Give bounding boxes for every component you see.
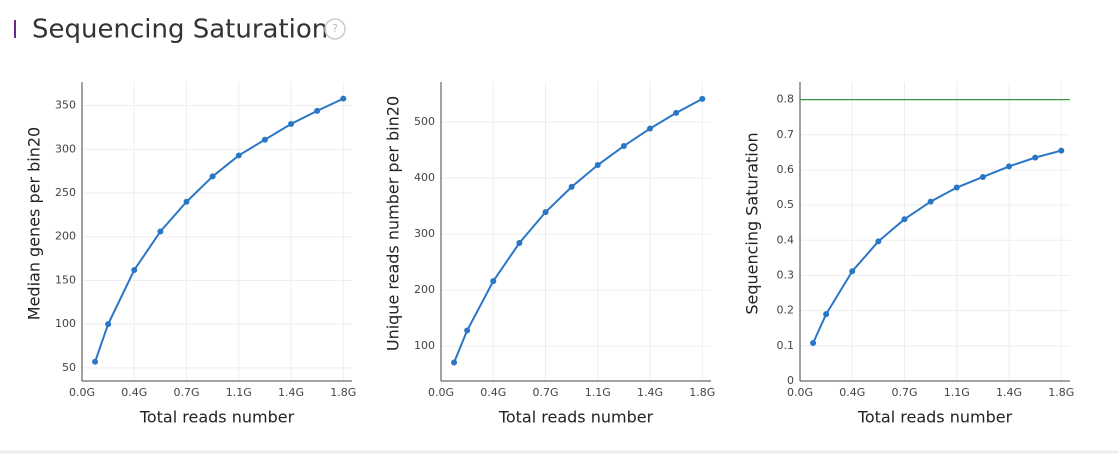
data-point (542, 209, 549, 216)
title-accent (14, 20, 16, 38)
data-point (92, 358, 99, 365)
help-icon-text[interactable]: ? (332, 22, 338, 35)
data-point (875, 238, 882, 245)
y-tick-label: 150 (55, 273, 76, 286)
data-point (953, 184, 960, 191)
data-point (823, 311, 830, 318)
y-tick-label: 0 (787, 374, 794, 387)
x-tick-label: 1.4G (278, 386, 304, 399)
x-axis-title: Total reads number (857, 408, 1013, 427)
data-point (568, 183, 575, 190)
y-tick-label: 0.4 (777, 233, 795, 246)
y-tick-label: 200 (55, 230, 76, 243)
data-point (673, 109, 680, 116)
y-tick-label: 0.2 (777, 304, 795, 317)
data-point (927, 198, 934, 205)
x-tick-label: 1.8G (1048, 386, 1074, 399)
x-axis-title: Total reads number (498, 408, 654, 427)
data-point (183, 198, 190, 205)
x-axis-title: Total reads number (139, 408, 295, 427)
y-tick-label: 500 (414, 115, 435, 128)
y-axis-title: Sequencing Saturation (743, 132, 762, 314)
data-point (314, 107, 321, 114)
page-title: Sequencing Saturation (32, 15, 328, 45)
y-tick-label: 350 (55, 99, 76, 112)
y-tick-label: 250 (55, 186, 76, 199)
x-tick-label: 1.1G (226, 386, 252, 399)
data-point (849, 268, 856, 275)
data-point (131, 266, 138, 273)
y-tick-label: 400 (414, 171, 435, 184)
x-tick-label: 0.0G (69, 386, 95, 399)
y-tick-label: 0.8 (777, 93, 795, 106)
y-tick-label: 300 (414, 227, 435, 240)
x-tick-label: 0.0G (428, 386, 454, 399)
x-tick-label: 0.7G (533, 386, 559, 399)
data-point (451, 359, 458, 366)
x-tick-label: 1.4G (637, 386, 663, 399)
y-tick-label: 50 (62, 361, 76, 374)
data-point (105, 321, 112, 328)
series-line (812, 149, 1062, 344)
data-point (1032, 154, 1039, 161)
y-tick-label: 0.1 (777, 339, 795, 352)
y-tick-label: 100 (414, 339, 435, 352)
data-point (261, 136, 268, 143)
data-point (810, 340, 817, 347)
data-point (235, 152, 242, 159)
x-tick-label: 1.4G (996, 386, 1022, 399)
data-point (647, 125, 654, 132)
data-point (516, 240, 523, 246)
series-line (453, 97, 703, 363)
series-line (94, 97, 344, 363)
data-point (157, 228, 164, 235)
x-tick-label: 1.8G (689, 386, 715, 399)
x-tick-label: 0.4G (121, 386, 147, 399)
x-tick-label: 1.1G (944, 386, 970, 399)
data-point (490, 278, 497, 285)
x-tick-label: 0.7G (892, 386, 918, 399)
y-tick-label: 0.3 (777, 268, 795, 281)
x-tick-label: 0.0G (787, 386, 813, 399)
x-tick-label: 1.1G (585, 386, 611, 399)
data-point (699, 95, 706, 102)
data-point (340, 95, 347, 102)
y-axis-title: Median genes per bin20 (25, 127, 44, 320)
x-tick-label: 1.8G (330, 386, 356, 399)
x-tick-label: 0.4G (839, 386, 865, 399)
y-tick-label: 0.7 (777, 128, 795, 141)
data-point (901, 216, 908, 223)
data-point (620, 142, 627, 149)
x-tick-label: 0.4G (480, 386, 506, 399)
data-point (288, 120, 295, 127)
y-tick-label: 300 (55, 142, 76, 155)
data-point (594, 162, 601, 169)
y-tick-label: 0.5 (777, 198, 795, 211)
data-point (979, 173, 986, 180)
y-tick-label: 200 (414, 283, 435, 296)
data-point (1006, 163, 1013, 170)
x-tick-label: 0.7G (174, 386, 200, 399)
y-axis-title: Unique reads number per bin20 (384, 96, 403, 351)
data-point (209, 173, 216, 180)
data-point (1058, 147, 1065, 154)
y-tick-label: 0.6 (777, 163, 795, 176)
y-tick-label: 100 (55, 317, 76, 330)
data-point (464, 327, 471, 334)
help-icon[interactable] (324, 18, 346, 40)
